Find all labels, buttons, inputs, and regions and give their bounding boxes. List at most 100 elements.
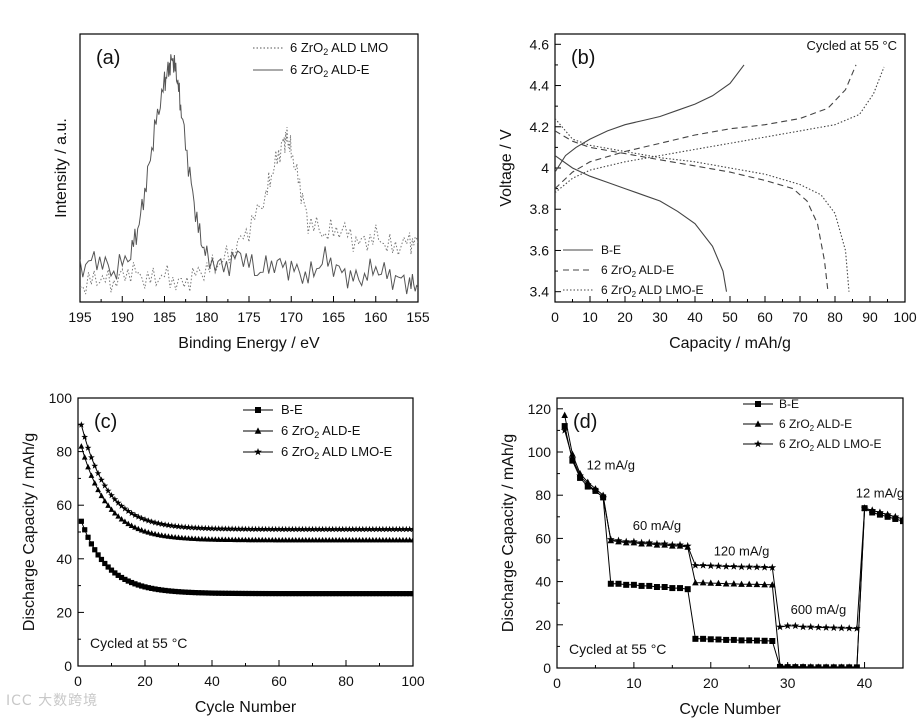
data-point [692, 635, 699, 642]
data-point [568, 454, 577, 462]
data-point [161, 521, 169, 528]
data-point [829, 623, 838, 632]
data-point [159, 587, 165, 593]
legend-marker [254, 447, 262, 456]
data-point [309, 591, 316, 597]
series-line-discharge [555, 155, 728, 292]
data-point [139, 583, 145, 589]
data-point [891, 512, 900, 521]
data-point [259, 590, 265, 597]
data-point [129, 579, 135, 586]
plot-area [555, 64, 885, 292]
legend-marker [754, 439, 762, 448]
panel-label: (a) [96, 47, 120, 69]
data-point [238, 525, 246, 532]
data-point [353, 591, 359, 597]
data-point [868, 506, 877, 514]
y-tick-label: 100 [528, 444, 552, 460]
data-point [152, 530, 158, 537]
x-axis-label: Binding Energy / eV [178, 335, 320, 352]
data-point [360, 591, 366, 597]
data-point [407, 591, 413, 597]
annotation: Cycled at 55 °C [807, 38, 897, 53]
x-tick-label: 60 [271, 673, 287, 689]
data-point [753, 580, 761, 588]
legend-label: B-E [281, 402, 303, 417]
data-point [236, 590, 242, 597]
data-point [91, 480, 98, 486]
data-point [372, 525, 380, 533]
data-point [390, 591, 396, 597]
data-point [151, 519, 159, 526]
data-point [81, 454, 88, 460]
data-point [101, 482, 109, 489]
data-point [85, 534, 91, 540]
data-point [275, 525, 283, 533]
data-point [403, 591, 409, 597]
data-point [175, 523, 182, 530]
data-point [155, 531, 162, 538]
data-point [668, 540, 677, 549]
plot-area [80, 54, 418, 295]
data-point [325, 525, 333, 533]
data-point [105, 564, 111, 570]
data-point [714, 562, 723, 570]
data-point [376, 591, 383, 597]
annotation: Cycled at 55 °C [569, 641, 666, 657]
legend-label: 6 ZrO2 ALD LMO-E [601, 283, 703, 299]
x-tick-label: 30 [652, 309, 668, 325]
data-point [232, 590, 239, 597]
data-point [335, 525, 343, 533]
data-point [299, 591, 306, 597]
data-point [614, 536, 623, 544]
data-point [386, 525, 393, 533]
data-point [707, 636, 714, 643]
x-tick-label: 175 [237, 309, 261, 325]
data-point [730, 580, 738, 587]
data-point [114, 499, 122, 506]
data-point [192, 590, 198, 596]
legend-label: 6 ZrO2 ALD-E [281, 423, 361, 440]
plot-area [560, 411, 903, 668]
x-tick-label: 190 [111, 309, 135, 325]
data-point [815, 663, 821, 668]
data-point [98, 492, 105, 499]
data-point [683, 541, 692, 550]
x-tick-label: 10 [626, 675, 642, 691]
data-point [738, 637, 745, 644]
data-point [379, 525, 387, 533]
legend-label: 6 ZrO2 ALD-E [601, 263, 674, 279]
data-point [125, 578, 131, 584]
legend-marker [754, 420, 762, 427]
x-axis-label: Cycle Number [679, 701, 781, 718]
data-point [92, 547, 98, 553]
x-tick-label: 60 [757, 309, 773, 325]
data-point [373, 591, 379, 597]
data-point [82, 527, 88, 533]
legend-marker [254, 427, 262, 434]
series-line [80, 54, 418, 295]
data-point [339, 525, 346, 533]
series-line-charge [555, 64, 745, 173]
data-point [623, 581, 630, 588]
data-point [745, 562, 754, 571]
data-point [101, 497, 108, 504]
panel-c: 0 20 40 60 80 100 0 20 40 60 80 100 Cycle Number Disc… [21, 390, 425, 716]
x-tick-label: 0 [551, 309, 559, 325]
data-point [94, 469, 102, 477]
data-point [591, 486, 600, 495]
data-point [122, 576, 128, 582]
data-point [577, 474, 584, 481]
data-point [152, 586, 158, 592]
data-point [171, 522, 179, 529]
y-tick-label: 3.4 [530, 284, 550, 300]
data-point [753, 563, 761, 571]
data-point [316, 591, 322, 597]
data-point [386, 591, 393, 597]
data-point [212, 590, 218, 596]
data-point [356, 591, 362, 597]
data-point [98, 476, 105, 483]
data-point [132, 581, 138, 587]
data-point [309, 525, 316, 533]
data-point [312, 525, 320, 533]
